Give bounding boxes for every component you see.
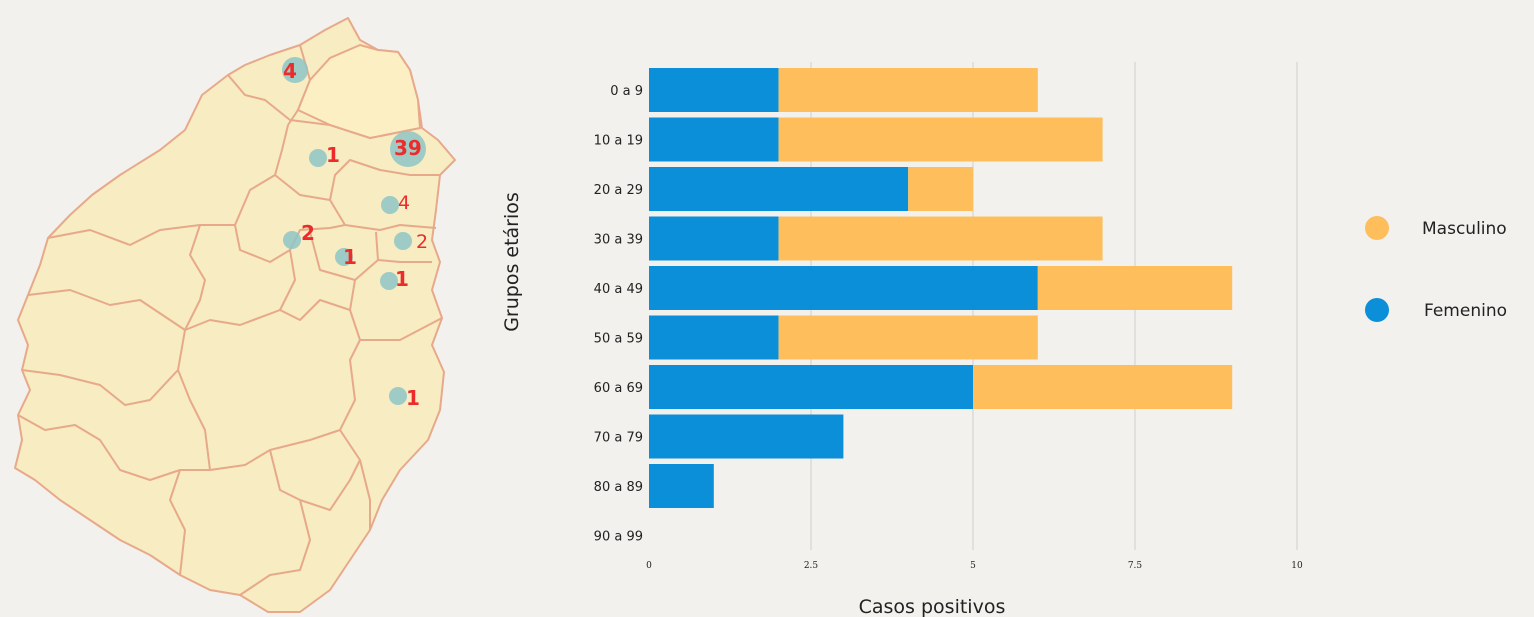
- map-boundary: [17, 414, 210, 481]
- y-tick-label: 50 a 59: [594, 332, 643, 347]
- legend-swatch-masculino: [1365, 216, 1389, 240]
- map-boundary: [274, 124, 440, 201]
- bar-femenino-2: [649, 167, 909, 211]
- y-tick-label: 20 a 29: [594, 183, 643, 198]
- bar-masculino-3: [778, 216, 1103, 261]
- y-axis-title: Grupos etários: [501, 192, 523, 332]
- bar-femenino-3: [649, 216, 779, 261]
- map-bubble-label: 4: [398, 192, 410, 214]
- bars: [649, 68, 1233, 508]
- y-tick-label: 30 a 39: [594, 233, 643, 248]
- map-bubble-label: 2: [301, 221, 315, 245]
- y-tick-label: 40 a 49: [594, 282, 643, 297]
- map-bubble: [389, 387, 407, 405]
- x-tick-label: 7.5: [1128, 561, 1143, 571]
- legend-label-masculino: Masculino: [1422, 219, 1507, 239]
- map-bubble-label: 1: [395, 267, 409, 291]
- y-tick-label: 0 a 9: [610, 84, 643, 99]
- map-boundary: [47, 224, 235, 246]
- legend-swatch-femenino: [1365, 298, 1389, 322]
- map-boundary: [329, 199, 437, 231]
- map-boundary: [339, 429, 371, 530]
- map-bubble: [380, 272, 398, 290]
- map-bubble: [283, 231, 301, 249]
- map-boundary: [239, 449, 311, 596]
- y-tick-label: 60 a 69: [594, 381, 643, 396]
- bar-femenino-1: [649, 117, 779, 162]
- bar-femenino-7: [649, 414, 844, 459]
- map-boundary: [177, 329, 361, 471]
- map-boundary: [279, 249, 351, 321]
- map-highlight-region: [296, 43, 422, 140]
- x-axis-title: Casos positivos: [859, 596, 1006, 617]
- x-tick-label: 10: [1291, 561, 1303, 571]
- x-tick-label: 2.5: [804, 561, 819, 571]
- bar-femenino-4: [649, 266, 1038, 310]
- bar-masculino-0: [778, 68, 1038, 112]
- bar-masculino-5: [778, 315, 1038, 360]
- bar-masculino-6: [973, 365, 1233, 409]
- map-bubble: [309, 149, 327, 167]
- bar-masculino-2: [908, 167, 973, 211]
- y-tick-labels: 0 a 9 10 a 19 20 a 29 30 a 39 40 a 49 50 a 59…: [594, 84, 643, 545]
- map-boundary: [375, 231, 432, 263]
- legend: Masculino Femenino: [1365, 216, 1507, 322]
- x-tick-labels: 0 2.5 5 7.5 10: [646, 561, 1303, 571]
- map-bubble: [394, 232, 412, 250]
- map-boundary: [234, 174, 346, 263]
- map-bubble-label: 39: [394, 136, 422, 160]
- map-bubble-label: 1: [326, 143, 340, 167]
- bar-masculino-1: [778, 117, 1103, 162]
- y-tick-label: 80 a 89: [594, 480, 643, 495]
- map-bubble-label: 2: [416, 231, 428, 253]
- legend-label-femenino: Femenino: [1424, 301, 1507, 321]
- map-boundary: [299, 459, 361, 511]
- bar-femenino-8: [649, 464, 714, 508]
- bar-femenino-0: [649, 68, 779, 112]
- map-regions: [14, 17, 456, 613]
- map-boundary: [21, 369, 179, 406]
- map-boundary: [309, 231, 379, 281]
- bar-masculino-4: [1037, 266, 1233, 310]
- map-bubble-label: 1: [343, 245, 357, 269]
- map-boundary: [169, 469, 186, 576]
- bar-femenino-6: [649, 365, 973, 409]
- map-bubble-label: 4: [283, 59, 297, 83]
- map-bubble: [390, 131, 426, 167]
- map-outline: [14, 17, 456, 613]
- map-bubble: [335, 248, 353, 266]
- y-tick-label: 10 a 19: [594, 134, 643, 149]
- x-tick-label: 0: [646, 561, 652, 571]
- map-boundary: [184, 224, 281, 331]
- map-bubble: [282, 57, 308, 83]
- y-tick-label: 90 a 99: [594, 530, 643, 545]
- map-boundary: [27, 289, 186, 331]
- map-bubble: [381, 196, 399, 214]
- x-tick-label: 5: [970, 561, 976, 571]
- map-bubble-label: 1: [406, 386, 420, 410]
- bar-femenino-5: [649, 315, 779, 360]
- y-tick-label: 70 a 79: [594, 431, 643, 446]
